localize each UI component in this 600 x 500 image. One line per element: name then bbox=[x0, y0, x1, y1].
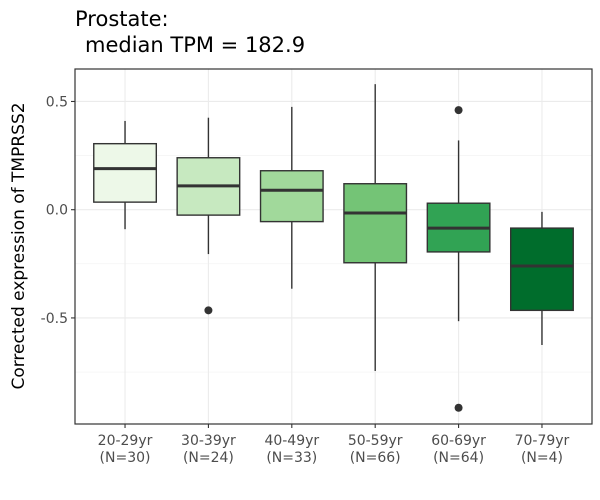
x-tick-label: 20-29yr bbox=[98, 433, 153, 449]
box-30-39yr bbox=[176, 117, 241, 315]
x-tick-sample-size: (N=66) bbox=[350, 450, 401, 466]
chart-title-line2: median TPM = 182.9 bbox=[85, 33, 306, 57]
iqr-box bbox=[509, 227, 574, 312]
chart-title-line1: Prostate: bbox=[75, 7, 169, 31]
plot-panel bbox=[75, 69, 592, 424]
chart-title: Prostate: median TPM = 182.9 bbox=[75, 6, 305, 58]
box-50-59yr bbox=[343, 84, 408, 371]
y-axis-label: Corrected expression of TMPRSS2 bbox=[9, 102, 29, 389]
y-axis-ticks: 0.5 0.0 -0.5 bbox=[41, 94, 75, 327]
x-tick-label: 70-79yr bbox=[515, 433, 570, 449]
box-layer bbox=[93, 84, 574, 412]
box-20-29yr bbox=[93, 120, 158, 230]
iqr-box bbox=[259, 170, 324, 223]
y-tick-label: 0.0 bbox=[46, 203, 68, 219]
x-axis-ticks: 20-29yr(N=30) 30-39yr(N=24) 40-49yr(N=33) 5… bbox=[98, 424, 570, 466]
x-tick-sample-size: (N=33) bbox=[266, 450, 317, 466]
y-tick-label: 0.5 bbox=[46, 94, 68, 110]
x-tick-sample-size: (N=30) bbox=[100, 450, 151, 466]
outlier-point bbox=[204, 306, 213, 315]
x-tick-sample-size: (N=4) bbox=[521, 450, 563, 466]
x-tick-label: 50-59yr bbox=[348, 433, 403, 449]
x-tick-sample-size: (N=64) bbox=[433, 450, 484, 466]
box-40-49yr bbox=[259, 106, 324, 289]
plot-border bbox=[74, 68, 593, 425]
iqr-box bbox=[343, 183, 408, 264]
x-tick-sample-size: (N=24) bbox=[183, 450, 234, 466]
x-tick-label: 40-49yr bbox=[264, 433, 319, 449]
outlier-point bbox=[454, 403, 463, 412]
outlier-point bbox=[454, 106, 463, 115]
y-tick-label: -0.5 bbox=[41, 311, 68, 327]
box-60-69yr bbox=[426, 106, 491, 412]
x-tick-label: 30-39yr bbox=[181, 433, 236, 449]
box-70-79yr bbox=[509, 211, 574, 345]
x-tick-label: 60-69yr bbox=[431, 433, 486, 449]
iqr-box bbox=[93, 142, 158, 203]
